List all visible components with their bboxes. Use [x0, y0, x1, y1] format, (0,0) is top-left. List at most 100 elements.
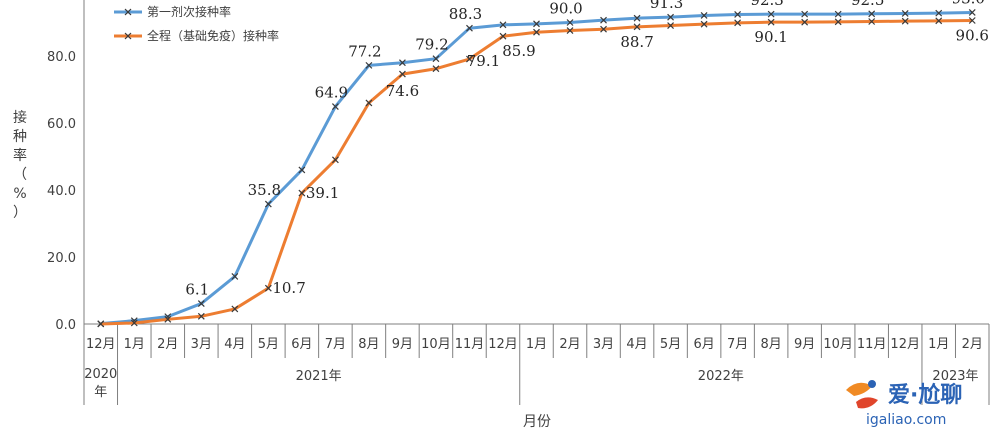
data-label: 90.1 [754, 28, 787, 46]
data-label: 88.3 [449, 5, 482, 23]
data-point [868, 18, 876, 25]
series-line-0 [100, 10, 973, 326]
data-label: 64.9 [315, 84, 348, 102]
x-tick-label: 12月 [488, 337, 518, 352]
data-point [767, 10, 775, 18]
data-point [365, 61, 373, 69]
data-label: 92.3 [750, 0, 783, 9]
data-point [197, 312, 205, 320]
x-tick-label: 12月 [890, 337, 920, 352]
data-label: 92.5 [851, 0, 884, 9]
data-point [466, 24, 473, 32]
data-point [331, 156, 339, 164]
year-label: 2020 [84, 367, 117, 382]
legend-label: 全程（基础免疫）接种率 [147, 28, 279, 43]
data-point [97, 320, 105, 328]
data-point [432, 65, 440, 73]
data-label: 93.0 [952, 0, 985, 7]
data-point [801, 10, 809, 18]
x-tick-label: 8月 [760, 337, 781, 352]
data-point [499, 21, 507, 29]
y-axis-title-char: ） [13, 205, 27, 221]
y-tick-label: 80.0 [47, 50, 76, 65]
data-point [130, 319, 138, 327]
data-point [399, 59, 406, 67]
data-label: 90.0 [549, 0, 582, 18]
data-label: 77.2 [348, 42, 381, 60]
data-label: 6.1 [185, 281, 209, 299]
data-point [533, 28, 540, 36]
data-point [935, 9, 943, 17]
data-point [868, 10, 876, 18]
data-label: 91.3 [650, 0, 683, 12]
data-point [801, 18, 809, 26]
x-tick-label: 4月 [626, 337, 647, 352]
data-point [734, 11, 742, 18]
x-tick-label: 3月 [593, 337, 614, 352]
x-axis-title: 月份 [523, 414, 551, 430]
data-point [767, 18, 775, 26]
watermark-text: 爱·尬聊 [888, 382, 962, 408]
y-axis-title-char: （ [13, 167, 27, 183]
x-tick-label: 11月 [857, 337, 887, 352]
x-tick-label: 8月 [358, 337, 379, 352]
data-point [901, 17, 909, 25]
x-tick-label: 2月 [157, 337, 178, 352]
data-label: 79.1 [467, 52, 500, 70]
data-point [700, 12, 708, 19]
data-point [466, 55, 473, 63]
x-tick-label: 7月 [727, 337, 748, 352]
x-tick-label: 10月 [421, 337, 451, 352]
data-point [633, 23, 641, 31]
data-labels: 6.1 35.8 64.9 77.2 79.288.3 90.0 91.3 92.3 92.5 9… [185, 0, 989, 299]
data-point [231, 273, 239, 280]
data-label: 90.6 [956, 26, 989, 44]
watermark: 爱·尬聊 igaliao.com [846, 380, 962, 428]
data-point [533, 20, 540, 28]
year-label: 2023年 [932, 369, 978, 384]
y-axis-title-char: % [13, 186, 26, 202]
series-layer [97, 9, 976, 328]
year-label: 2022年 [698, 369, 744, 384]
data-label: 39.1 [306, 184, 339, 202]
x-axis: 12月 1月 2月 3月 4月 5月 6月 7月 8月 9月 10月 11月 12月 1月 2月 3月 4月 5月… [83, 323, 990, 405]
data-point [399, 70, 406, 78]
y-tick-label: 0.0 [55, 318, 76, 333]
data-point [231, 305, 239, 313]
year-label: 2021年 [296, 369, 342, 384]
x-tick-label: 12月 [86, 337, 116, 352]
y-tick-label: 20.0 [47, 251, 76, 266]
data-point [331, 103, 339, 111]
data-point [298, 166, 306, 174]
y-tick-label: 40.0 [47, 184, 76, 199]
year-label-suffix: 年 [94, 385, 107, 400]
x-tick-label: 1月 [124, 337, 145, 352]
legend-label: 第一剂次接种率 [147, 4, 231, 19]
data-point [968, 17, 976, 24]
data-label: 79.2 [415, 36, 448, 54]
data-point [164, 315, 172, 323]
data-point [298, 189, 306, 197]
data-point [834, 10, 842, 18]
data-label: 10.7 [272, 279, 305, 297]
x-tick-label: 3月 [191, 337, 212, 352]
data-point [499, 32, 507, 40]
data-label: 88.7 [620, 33, 653, 51]
data-point [600, 25, 607, 33]
x-tick-label: 10月 [823, 337, 853, 352]
x-tick-label: 5月 [660, 337, 681, 352]
y-axis-title: 接种率 （% ） [13, 109, 27, 221]
watermark-logo-icon [846, 380, 878, 409]
x-tick-label: 11月 [455, 337, 485, 352]
data-point [365, 99, 373, 107]
data-point [901, 10, 909, 17]
data-point [197, 300, 205, 307]
x-tick-label: 9月 [794, 337, 815, 352]
x-tick-label: 6月 [291, 337, 312, 352]
x-tick-label: 6月 [693, 337, 714, 352]
y-axis-title-char: 接 [13, 109, 27, 126]
x-tick-label: 5月 [258, 337, 279, 352]
data-label: 85.9 [502, 42, 535, 60]
data-point [264, 284, 272, 292]
